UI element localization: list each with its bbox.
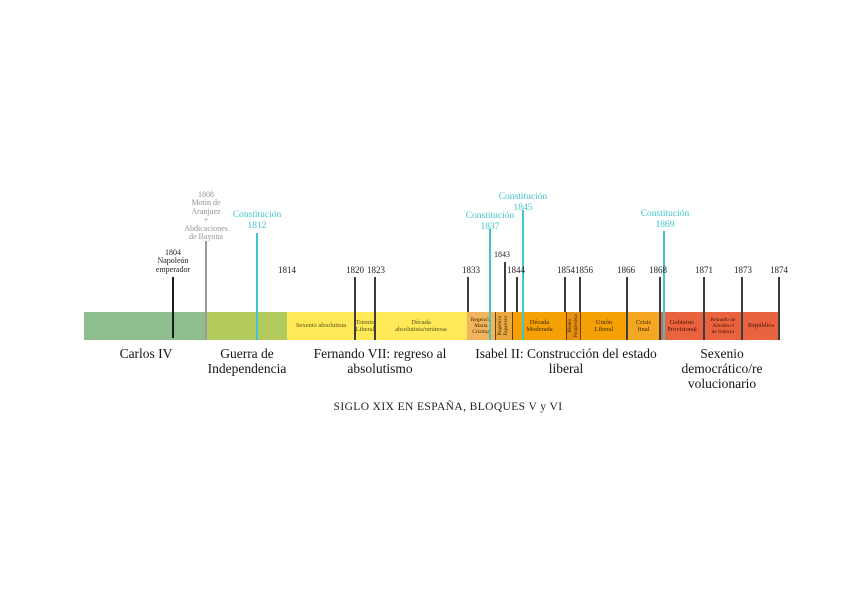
section-label-guerra-independencia: Guerra de Independencia <box>207 346 287 377</box>
band-decada-ominosa: Década absolutista/ominosa <box>375 312 467 340</box>
band-regencia-espartero: Regencia Espartero <box>495 312 512 340</box>
section-label-sexenio-democratico: Sexenio democrático/re volucionario <box>681 346 763 392</box>
tick-1856 <box>579 277 581 312</box>
constitution-label-1869: Constitución 1869 <box>640 209 690 231</box>
section-label-carlos-iv: Carlos IV <box>119 346 173 361</box>
segment-label-regencia-espartero: Regencia Espartero <box>497 316 510 336</box>
segment-label-amadeo-saboya: Reinado de Amadeo I de Saboya <box>710 316 736 336</box>
band-gobierno-provisional: Gobierno Provisional <box>660 312 704 340</box>
date-label-1833: 1833 <box>462 265 480 275</box>
date-label-1844: 1844 <box>507 265 525 275</box>
band-amadeo-saboya: Reinado de Amadeo I de Saboya <box>704 312 742 340</box>
tick-1866 <box>626 277 628 340</box>
date-label-1873: 1873 <box>734 265 752 275</box>
page-title: SIGLO XIX EN ESPAÑA, BLOQUES V y VI <box>333 401 563 413</box>
section-label-isabel-ii: Isabel II: Construcción del estado liber… <box>475 346 657 377</box>
band-republica: República <box>742 312 780 340</box>
constitution-line-1845 <box>522 210 524 340</box>
band-crisis-final: Crisis final <box>627 312 660 340</box>
date-label-1868: 1868 <box>649 265 667 275</box>
date-label-1854: 1854 <box>557 265 575 275</box>
tick-1823 <box>374 277 376 340</box>
section-label-fernando-vii: Fernando VII: regreso al absolutismo <box>313 346 447 377</box>
tick-1844 <box>516 277 518 312</box>
tick-1854 <box>564 277 566 312</box>
event-label-1808-motin-aranjuez: 1808 Motín de Aranjuez + Abdicaciones de… <box>184 190 228 242</box>
tick-1820 <box>354 277 356 340</box>
date-label-1843: 1843 <box>494 250 510 259</box>
segment-label-trienio-liberal: Trienio Liberal <box>355 318 375 333</box>
segment-label-sexenio-absolutista: Sexenio absolutista <box>295 322 347 330</box>
band-decada-moderada: Década Moderada <box>512 312 566 340</box>
band-bienio-progresista: Bienio Progresista <box>566 312 580 340</box>
constitution-line-1812 <box>256 233 258 340</box>
event-label-1804-napoleon: 1804 Napoleón emperador <box>155 248 191 274</box>
date-label-1856: 1856 <box>575 265 593 275</box>
band-union-liberal: Unión Liberal <box>580 312 627 340</box>
constitution-line-1869 <box>663 231 665 340</box>
tick-1804 <box>172 277 174 338</box>
date-label-1823: 1823 <box>367 265 385 275</box>
tick-1868 <box>659 277 661 340</box>
band-trienio-liberal: Trienio Liberal <box>355 312 375 340</box>
band-regencia-maria-cristina: Regencia María Cristina <box>467 312 495 340</box>
segment-label-gobierno-provisional: Gobierno Provisional <box>667 318 697 333</box>
band-carlos-iv <box>84 312 207 340</box>
tick-1808 <box>205 241 207 340</box>
date-label-1866: 1866 <box>617 265 635 275</box>
constitution-line-1837 <box>489 229 491 340</box>
date-label-1871: 1871 <box>695 265 713 275</box>
date-label-1814: 1814 <box>278 265 296 275</box>
date-label-1874: 1874 <box>770 265 788 275</box>
segment-label-bienio-progresista: Bienio Progresista <box>566 314 579 338</box>
tick-1873 <box>741 277 743 340</box>
constitution-label-1845: Constitución 1845 <box>498 192 548 214</box>
segment-label-decada-ominosa: Década absolutista/ominosa <box>395 318 447 333</box>
segment-label-union-liberal: Unión Liberal <box>594 318 614 333</box>
band-guerra-independencia <box>207 312 287 340</box>
tick-1874 <box>778 277 780 340</box>
segment-label-republica: República <box>747 322 775 330</box>
band-sexenio-absolutista: Sexenio absolutista <box>287 312 355 340</box>
date-label-1820: 1820 <box>346 265 364 275</box>
constitution-label-1837: Constitución 1837 <box>465 211 515 233</box>
tick-1833 <box>467 277 469 312</box>
constitution-label-1812: Constitución 1812 <box>232 210 282 232</box>
segment-label-crisis-final: Crisis final <box>635 318 652 333</box>
tick-1871 <box>703 277 705 340</box>
tick-1843 <box>504 262 506 312</box>
segment-label-decada-moderada: Década Moderada <box>526 318 553 333</box>
